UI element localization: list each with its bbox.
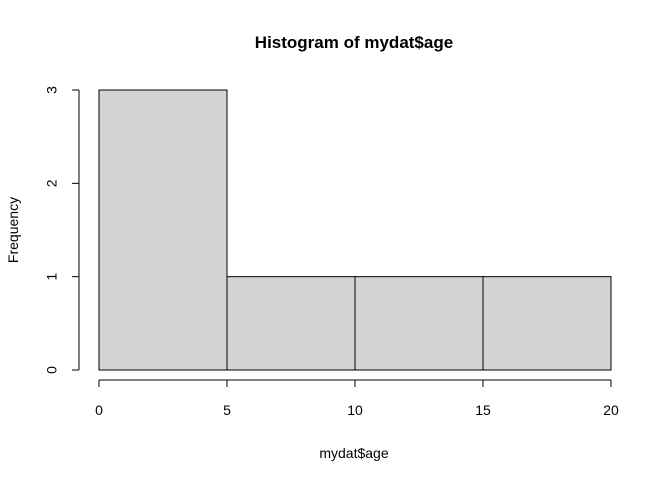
- y-tick-label-0: 0: [44, 366, 60, 374]
- x-tick-label-3: 15: [475, 402, 491, 418]
- bar-1: [226, 276, 356, 371]
- x-tick-label-1: 5: [223, 402, 231, 418]
- x-ticks-group: 0 5 10 15 20: [95, 380, 619, 418]
- bar-3: [482, 276, 612, 371]
- x-tick-label-0: 0: [95, 402, 103, 418]
- x-tick-label-2: 10: [347, 402, 363, 418]
- chart-title: Histogram of mydat$age: [255, 33, 453, 52]
- x-tick-label-4: 20: [603, 402, 619, 418]
- y-tick-label-2: 2: [44, 179, 60, 187]
- x-axis-label: mydat$age: [319, 445, 388, 461]
- bar-0: [98, 89, 228, 371]
- y-ticks-group: 0 1 2 3: [44, 86, 79, 374]
- y-tick-label-1: 1: [44, 273, 60, 281]
- bar-2: [354, 276, 484, 371]
- y-axis-label: Frequency: [5, 197, 21, 263]
- y-tick-label-3: 3: [44, 86, 60, 94]
- bars-group: [98, 89, 612, 371]
